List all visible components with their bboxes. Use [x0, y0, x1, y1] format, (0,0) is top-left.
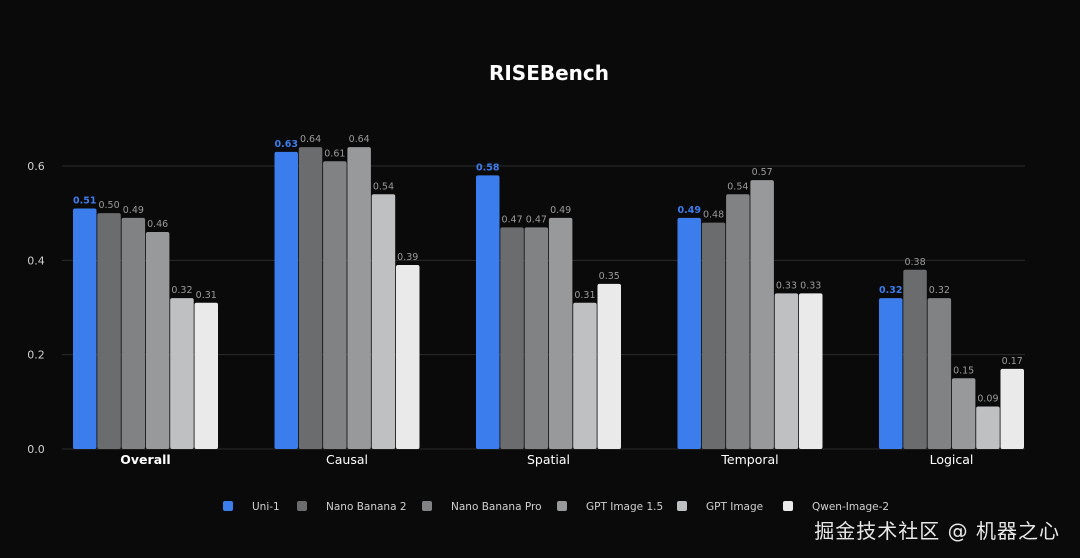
bar: [701, 222, 726, 449]
bar-value-label: 0.39: [397, 252, 418, 263]
y-tick-label: 0.4: [27, 254, 45, 267]
bar: [298, 147, 323, 449]
bar: [396, 265, 420, 449]
y-tick-label: 0.6: [27, 160, 45, 173]
bar-value-label: 0.31: [574, 290, 595, 301]
legend-swatch: [297, 501, 307, 511]
legend-swatch: [223, 501, 233, 511]
legend: Uni-1 Nano Banana 2 Nano Banana Pro GPT Ima…: [223, 501, 889, 513]
bar: [476, 175, 500, 449]
bar: [903, 269, 927, 449]
legend-label: Nano Banana Pro: [451, 501, 542, 513]
bar-value-label: 0.58: [476, 162, 500, 173]
legend-swatch: [677, 501, 687, 511]
y-tick-label: 0.2: [27, 349, 45, 362]
x-tick-label: Logical: [930, 452, 974, 467]
bar-value-label: 0.49: [550, 205, 571, 216]
bar-value-label: 0.57: [752, 167, 773, 178]
bar-value-label: 0.46: [147, 219, 168, 230]
legend-swatch: [783, 501, 793, 511]
x-axis-ticks: Overall Causal Spatial Temporal Logical: [120, 452, 973, 467]
y-axis-ticks: 0.0 0.2 0.4 0.6: [27, 160, 45, 456]
x-tick-label: Overall: [120, 452, 170, 467]
bar: [73, 208, 97, 449]
chart-title: RISEBench: [489, 61, 609, 85]
bar: [677, 217, 701, 449]
bar-value-label: 0.33: [776, 280, 797, 291]
bar: [274, 151, 298, 449]
bar-value-label: 0.51: [73, 195, 96, 206]
bar-value-label: 0.17: [1002, 356, 1023, 367]
bar: [799, 293, 823, 449]
bar: [597, 283, 621, 449]
bar: [726, 194, 750, 449]
bar: [927, 298, 952, 449]
y-tick-label: 0.0: [27, 443, 45, 456]
bar-value-label: 0.64: [300, 134, 321, 145]
legend-item: GPT Image: [677, 501, 763, 513]
x-tick-label: Spatial: [527, 452, 570, 467]
legend-label: Nano Banana 2: [326, 501, 407, 513]
bar-value-label: 0.32: [171, 285, 192, 296]
bar: [573, 302, 597, 449]
bars: [73, 147, 1024, 450]
bar: [97, 213, 121, 449]
bar: [750, 180, 774, 449]
legend-item: GPT Image 1.5: [557, 501, 663, 513]
x-tick-label: Temporal: [720, 452, 778, 467]
legend-swatch: [422, 501, 432, 511]
bar: [121, 217, 146, 449]
bar-value-label: 0.49: [123, 205, 144, 216]
bar: [774, 293, 799, 449]
bar-value-label: 0.50: [98, 200, 119, 211]
bar-value-label: 0.33: [800, 280, 821, 291]
bar-value-labels: 0.51 0.50 0.490.460.32 0.310.63 0.640.610.64…: [73, 134, 1023, 404]
bar-value-label: 0.54: [373, 181, 394, 192]
bar-value-label: 0.54: [727, 181, 748, 192]
x-tick-label: Causal: [326, 452, 368, 467]
legend-item: Qwen-Image-2: [783, 501, 889, 513]
bar: [194, 302, 218, 449]
bar: [548, 217, 573, 449]
bar-value-label: 0.49: [678, 205, 701, 216]
bar: [145, 232, 170, 449]
legend-item: Nano Banana Pro: [422, 501, 542, 513]
bar: [170, 298, 194, 449]
bar-value-label: 0.35: [599, 271, 620, 282]
bar-value-label: 0.47: [526, 214, 547, 225]
legend-item: Uni-1: [223, 501, 280, 513]
bar-value-label: 0.38: [904, 257, 925, 268]
bar: [524, 227, 549, 449]
bar-value-label: 0.63: [275, 139, 298, 150]
bar: [1000, 368, 1024, 449]
legend-label: Qwen-Image-2: [812, 501, 889, 513]
bar: [976, 406, 1000, 449]
legend-label: Uni-1: [252, 501, 280, 513]
bar: [347, 147, 371, 449]
bar: [323, 161, 347, 450]
bar-value-label: 0.61: [324, 148, 345, 159]
bar-value-label: 0.09: [977, 394, 998, 405]
bar: [879, 298, 903, 449]
bar-value-label: 0.47: [501, 214, 522, 225]
bar-value-label: 0.31: [196, 290, 217, 301]
legend-item: Nano Banana 2: [297, 501, 407, 513]
bar-value-label: 0.48: [703, 210, 724, 221]
bar: [500, 227, 524, 449]
legend-swatch: [557, 501, 567, 511]
legend-label: GPT Image 1.5: [586, 501, 663, 513]
legend-label: GPT Image: [706, 501, 763, 513]
bar: [951, 378, 976, 449]
bar: [371, 194, 396, 449]
bar-value-label: 0.15: [953, 365, 974, 376]
bar-value-label: 0.64: [349, 134, 370, 145]
watermark: 掘金技术社区 @ 机器之心: [814, 519, 1060, 543]
bar-value-label: 0.32: [879, 285, 902, 296]
bar-value-label: 0.32: [929, 285, 950, 296]
